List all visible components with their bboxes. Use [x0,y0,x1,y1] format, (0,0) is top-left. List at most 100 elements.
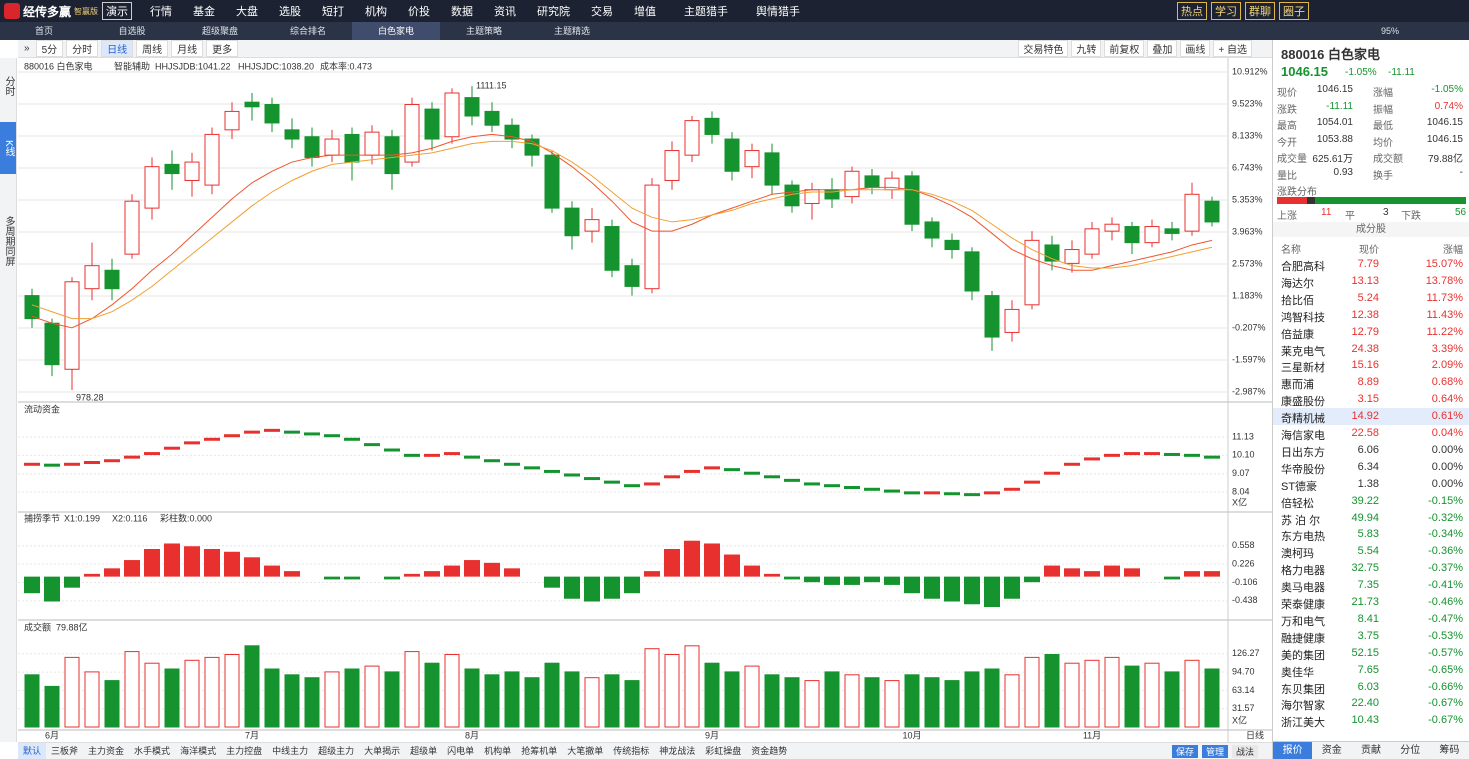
stock-name[interactable]: 拾比佰 [1281,294,1314,307]
tab[interactable]: 综合排名 [289,26,326,36]
toolbar-arrow[interactable]: » [24,43,30,54]
stock-name[interactable]: 莱克电气 [1281,345,1325,358]
menu-item[interactable]: 交易 [591,6,614,18]
tool-button[interactable]: 交易特色 [1018,40,1069,57]
menu-item[interactable]: 数据 [451,6,474,18]
tab[interactable]: 白色家电 [352,22,440,40]
indicator-tab[interactable]: 彩虹操盘 [705,746,742,756]
menu-item[interactable]: 短打 [322,6,345,18]
stock-name[interactable]: 东方电热 [1281,531,1325,544]
menu-item[interactable]: 研究院 [537,6,571,18]
stock-name[interactable]: 日出东方 [1281,446,1325,459]
tab[interactable]: 首页 [34,26,53,36]
bottom-button[interactable]: 战法 [1231,744,1258,758]
right-tab[interactable]: 资金 [1321,745,1342,756]
tool-button[interactable]: + 自选 [1213,40,1252,57]
indicator-tab[interactable]: 传统指标 [613,746,650,756]
stock-name[interactable]: 海信家电 [1281,430,1325,442]
right-tab[interactable]: 分位 [1400,745,1421,756]
stock-name[interactable]: 美的集团 [1281,649,1325,662]
stock-name[interactable]: 奇精机械 [1281,413,1325,426]
stock-name[interactable]: 东贝集团 [1281,683,1325,696]
side-tab[interactable]: 分时 [3,76,14,96]
osc-bar [1064,568,1080,577]
tool-button[interactable]: 画线 [1180,40,1211,57]
stock-name[interactable]: 万和电气 [1281,615,1325,628]
right-tab[interactable]: 筹码 [1439,745,1460,756]
menu-item[interactable]: 行情 [150,6,173,18]
stock-name[interactable]: 浙江美大 [1281,717,1325,730]
indicator-tab[interactable]: 中线主力 [272,746,309,756]
tab[interactable]: 自选股 [118,26,146,36]
menu-item[interactable]: 选股 [279,6,302,18]
bottom-button[interactable]: 保存 [1171,744,1198,758]
menu-item[interactable]: 基金 [193,6,216,18]
tool-button[interactable]: 九转 [1071,40,1102,57]
indicator-tab[interactable]: 默认 [18,743,47,759]
osc-bar [1204,571,1220,577]
stock-name[interactable]: 格力电器 [1281,565,1325,578]
menu-item[interactable]: 机构 [365,6,388,18]
tab[interactable]: 主题策略 [465,26,502,36]
menu-button[interactable]: 热点 [1177,2,1207,20]
menu-button[interactable]: 群聊 [1245,2,1275,20]
menu-button[interactable]: 圈子 [1279,2,1309,20]
period-button[interactable]: 更多 [206,40,239,57]
stock-name[interactable]: 融捷健康 [1281,632,1325,645]
indicator-tab[interactable]: 主力控盘 [226,746,263,756]
menu-button[interactable]: 学习 [1211,2,1241,20]
menu-item[interactable]: 大盘 [236,6,259,18]
menu-item[interactable]: 主题猎手 [684,6,729,18]
indicator-tab[interactable]: 三板斧 [51,746,79,756]
stock-name[interactable]: 三星新材 [1281,362,1325,375]
quote-label: 涨跌 [1277,104,1297,116]
indicator-tab[interactable]: 机构单 [484,746,512,756]
indicator-tab[interactable]: 神龙战法 [659,746,696,756]
period-button[interactable]: 月线 [171,40,204,57]
stock-name[interactable]: 华帝股份 [1281,463,1325,476]
period-button[interactable]: 周线 [136,40,169,57]
stock-name[interactable]: 倍轻松 [1281,497,1314,510]
right-tab[interactable]: 贡献 [1361,745,1381,756]
indicator-tab[interactable]: 水手模式 [134,746,171,756]
indicator-tab[interactable]: 闪电单 [447,746,475,756]
indicator-tab[interactable]: 资金趋势 [751,746,788,756]
stock-name[interactable]: 奥马电器 [1281,582,1325,595]
stock-name[interactable]: 鸿智科技 [1281,311,1325,324]
stock-name[interactable]: 合肥高科 [1281,261,1325,273]
y-tick-label: -0.207% [1232,322,1266,332]
demo-button[interactable]: 演示 [102,2,133,20]
period-button[interactable]: 5分 [35,40,64,57]
indicator-tab[interactable]: 海洋模式 [180,746,217,756]
indicator-tab[interactable]: 抢筹机单 [521,746,558,756]
tool-button[interactable]: 前复权 [1104,40,1145,57]
indicator-tab[interactable]: 主力资金 [88,746,125,756]
tab[interactable]: 超级聚盘 [201,26,238,36]
side-tab[interactable]: K线 [0,122,16,174]
stock-name[interactable]: ST德豪 [1281,480,1318,493]
stock-name[interactable]: 苏 泊 尔 [1281,514,1321,527]
period-button[interactable]: 分时 [66,40,99,57]
period-button[interactable]: 日线 [101,40,134,57]
indicator-tab[interactable]: 超级主力 [318,746,355,756]
stock-name[interactable]: 海尔智家 [1281,700,1325,713]
indicator-tab[interactable]: 大单揭示 [364,746,401,756]
indicator-tab[interactable]: 超级单 [410,746,438,756]
menu-item[interactable]: 资讯 [494,6,517,18]
stock-name[interactable]: 康盛股份 [1281,396,1325,409]
tab[interactable]: 主题精选 [553,26,590,36]
stock-name[interactable]: 荣泰健康 [1281,599,1325,611]
bottom-button[interactable]: 管理 [1201,744,1228,758]
menu-item[interactable]: 增值 [634,6,657,18]
stock-name[interactable]: 倍益康 [1281,328,1314,341]
side-tab[interactable]: 多周期同屏 [3,216,14,266]
tool-button[interactable]: 叠加 [1147,40,1178,57]
stock-name[interactable]: 奥佳华 [1281,666,1314,679]
stock-name[interactable]: 海达尔 [1281,277,1314,290]
indicator-tab[interactable]: 大笔撤单 [567,746,604,756]
menu-item[interactable]: 舆情猎手 [756,6,801,18]
stock-name[interactable]: 惠而浦 [1281,379,1314,392]
stock-name[interactable]: 澳柯玛 [1281,548,1314,561]
right-tab[interactable]: 报价 [1273,742,1313,759]
menu-item[interactable]: 价投 [408,6,431,18]
